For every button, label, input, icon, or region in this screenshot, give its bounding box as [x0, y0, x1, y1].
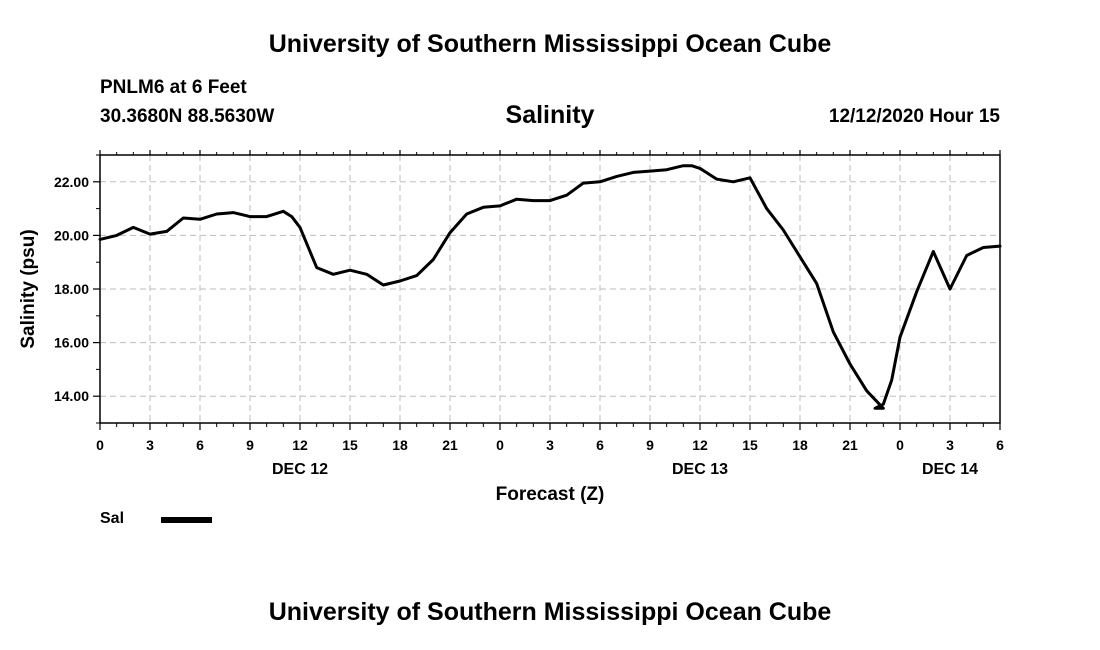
y-tick-label: 22.00 — [54, 174, 89, 190]
header-title: University of Southern Mississippi Ocean… — [268, 30, 832, 58]
chart-title: Salinity — [505, 101, 595, 129]
x-tick-label: 0 — [96, 437, 104, 453]
y-tick-label: 18.00 — [54, 281, 89, 297]
x-tick-label: 3 — [546, 437, 554, 453]
grid-layer — [100, 155, 1000, 423]
x-tick-label: 15 — [742, 437, 758, 453]
y-tick-label: 14.00 — [54, 388, 89, 404]
forecast-timestamp: 12/12/2020 Hour 15 — [828, 106, 1000, 127]
x-tick-label: 3 — [146, 437, 154, 453]
series-layer — [98, 164, 1002, 410]
tick-layer: 0 3 6 9 12 15 18 21 0 3 6 9 12 15 18 21 0 3 6 14.00 16.00 18.… — [54, 150, 1004, 478]
x-tick-label: 6 — [996, 437, 1004, 453]
x-tick-label: 3 — [946, 437, 954, 453]
x-tick-label: 6 — [596, 437, 604, 453]
legend-label: Sal — [100, 510, 125, 527]
day-label: DEC 13 — [672, 461, 728, 478]
day-label: DEC 12 — [272, 461, 328, 478]
x-tick-label: 18 — [392, 437, 408, 453]
footer-title: University of Southern Mississippi Ocean… — [268, 598, 832, 626]
x-tick-label: 15 — [342, 437, 358, 453]
x-axis-label: Forecast (Z) — [496, 484, 605, 505]
series-line-sal — [98, 164, 1002, 410]
x-tick-label: 9 — [646, 437, 654, 453]
x-tick-label: 6 — [196, 437, 204, 453]
x-tick-label: 9 — [246, 437, 254, 453]
x-tick-label: 21 — [442, 437, 458, 453]
x-tick-label: 0 — [496, 437, 504, 453]
plot-frame — [99, 154, 1001, 424]
station-coords: 30.3680N 88.5630W — [100, 106, 275, 127]
x-tick-label: 0 — [896, 437, 904, 453]
station-name: PNLM6 at 6 Feet — [100, 77, 247, 98]
day-label: DEC 14 — [922, 461, 978, 478]
x-tick-label: 12 — [292, 437, 308, 453]
y-axis-label: Salinity (psu) — [18, 229, 39, 348]
x-tick-label: 12 — [692, 437, 708, 453]
legend-swatch — [161, 517, 212, 523]
y-tick-label: 16.00 — [54, 335, 89, 351]
y-tick-label: 20.00 — [54, 227, 89, 243]
x-tick-label: 21 — [842, 437, 858, 453]
x-tick-label: 18 — [792, 437, 808, 453]
